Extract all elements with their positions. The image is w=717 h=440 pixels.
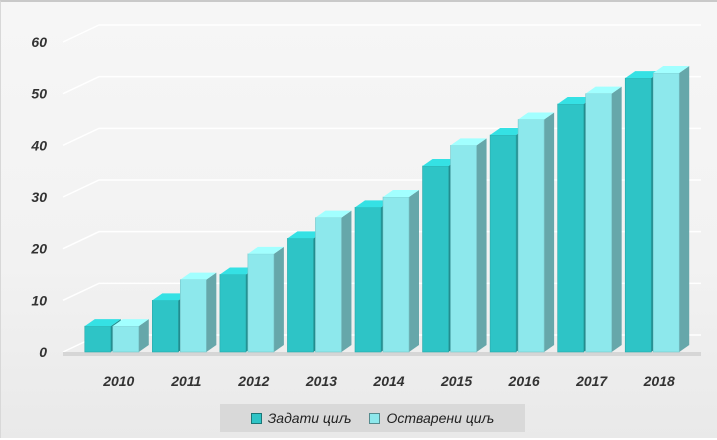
bar-series-2-2016: [517, 112, 555, 353]
x-tick-label-2015: 2015: [440, 373, 472, 389]
bar-top: [315, 210, 352, 218]
bar-top: [152, 293, 189, 301]
bar-front: [152, 300, 179, 353]
bar-top: [383, 190, 419, 197]
bar-side: [206, 272, 217, 352]
bar-side: [341, 210, 352, 352]
bar-top: [557, 97, 594, 104]
x-tick-label-2012: 2012: [237, 373, 269, 389]
x-tick-label-2016: 2016: [508, 373, 540, 389]
bar-series-2-2017: [585, 86, 622, 353]
bar-series-2-2018: [652, 66, 690, 353]
gridlines: [62, 24, 701, 353]
bar-series-2-2014: [382, 190, 419, 353]
x-tick-label-2013: 2013: [305, 373, 337, 389]
bar-front: [585, 93, 612, 353]
y-tick-label-10: 10: [31, 292, 47, 308]
legend-swatch-series-2: [369, 412, 381, 424]
legend: Задати циљ Остварени циљ: [220, 404, 525, 432]
bar-top: [653, 66, 690, 73]
floor-plane: [63, 352, 701, 356]
bars: [84, 66, 690, 353]
bar-side: [611, 86, 622, 353]
bar-top: [490, 128, 527, 135]
y-tick-label-0: 0: [39, 344, 47, 360]
bar-side: [679, 66, 690, 352]
bar-front: [315, 217, 342, 353]
x-tick-label-2010: 2010: [102, 373, 134, 389]
bar-front: [652, 72, 680, 353]
x-tick-label-2018: 2018: [643, 373, 675, 389]
bar-side: [273, 246, 284, 352]
bar-front: [450, 145, 477, 353]
x-tick-label-2011: 2011: [170, 373, 201, 389]
bar-top: [84, 319, 121, 327]
bar-top: [112, 319, 149, 327]
chart-floor: [63, 352, 701, 356]
gridline: [62, 24, 701, 43]
bar-front: [354, 207, 382, 353]
bar-top: [518, 112, 555, 120]
bar-front: [624, 77, 652, 353]
bar-top: [219, 267, 256, 275]
bar-top: [287, 231, 324, 239]
y-axis-ticks: 0 10 20 30 40 50 60: [30, 34, 47, 360]
bar-front: [557, 103, 584, 353]
y-tick-label-30: 30: [31, 189, 47, 205]
bar-series-2-2012: [247, 246, 284, 353]
bar-series-2-2015: [450, 138, 487, 353]
x-tick-label-2017: 2017: [575, 373, 608, 389]
legend-swatch-series-1: [250, 412, 262, 424]
bar-series-2-2013: [315, 210, 352, 353]
bar-front: [247, 253, 275, 353]
bar-front: [112, 325, 140, 353]
bar-top: [450, 138, 487, 146]
bar-top: [180, 272, 217, 280]
x-tick-label-2014: 2014: [372, 373, 404, 389]
bar-top: [422, 159, 459, 166]
y-tick-label-40: 40: [30, 137, 47, 153]
bar-front: [517, 119, 545, 353]
y-tick-label-60: 60: [31, 34, 47, 50]
bar-side: [476, 138, 487, 352]
bar-front: [219, 274, 247, 353]
y-tick-label-20: 20: [30, 241, 47, 257]
bar-series-2-2010: [112, 319, 149, 353]
bar-side: [544, 112, 555, 352]
legend-item-series-2: Остварени циљ: [369, 410, 494, 426]
y-tick-label-50: 50: [31, 86, 47, 102]
legend-label-series-2: Остварени циљ: [386, 410, 495, 426]
bar-front: [180, 279, 207, 353]
x-axis-ticks: 2010 2011 2012 2013 2014 2015 2016 2017 2018: [102, 373, 675, 389]
bar-top: [625, 71, 662, 79]
legend-label-series-1: Задати циљ: [267, 410, 352, 426]
bar-front: [287, 238, 314, 353]
bar-side: [409, 190, 419, 352]
bar-front: [84, 325, 112, 353]
bar-top: [585, 86, 622, 94]
bar-top: [247, 246, 284, 254]
bar-top: [355, 200, 391, 208]
bar-front: [382, 196, 410, 353]
bar-front: [422, 165, 449, 353]
gridline: [62, 75, 701, 95]
legend-item-series-1: Задати циљ: [250, 410, 352, 426]
bar-front: [489, 134, 517, 353]
bar-side: [138, 319, 149, 352]
bar-series-2-2011: [180, 272, 217, 353]
